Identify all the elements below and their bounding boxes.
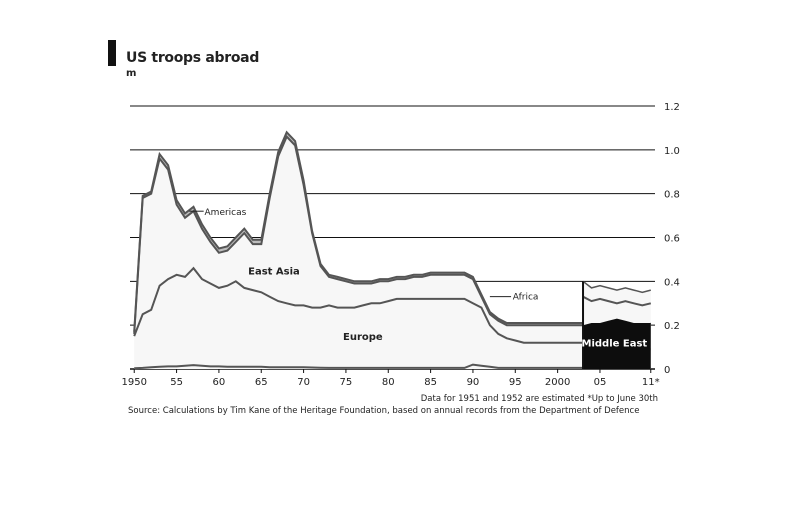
americas-label: Americas	[205, 208, 247, 218]
x-tick-label: 95	[509, 377, 522, 388]
y-tick-label: 1.0	[664, 146, 680, 157]
title-accent-bar	[108, 40, 116, 66]
series-line-europe	[133, 266, 651, 351]
x-tick-label: 85	[424, 377, 437, 388]
chart-source: Source: Calculations by Tim Kane of the …	[128, 406, 640, 416]
series-line-americas	[133, 130, 651, 332]
chart-note: Data for 1951 and 1952 are estimated *Up…	[420, 394, 658, 404]
area-fill	[134, 132, 651, 369]
x-tick-label: 80	[382, 377, 395, 388]
x-tick-label: 60	[213, 377, 226, 388]
africa-label: Africa	[513, 293, 539, 303]
y-tick-label: 0.2	[664, 321, 680, 332]
chart-title: US troops abroad	[126, 50, 260, 66]
middle-east-label: Middle East	[582, 339, 648, 350]
x-tick-label: 55	[170, 377, 183, 388]
europe-label: Europe	[343, 332, 383, 343]
x-tick-label: 70	[297, 377, 310, 388]
x-tick-label: 11*	[642, 377, 660, 388]
series-line-east-asia	[133, 134, 651, 334]
series-line-africa	[134, 363, 651, 370]
y-tick-label: 1.2	[664, 102, 680, 113]
series-line-recent-top	[582, 280, 651, 294]
x-tick-label: 2000	[545, 377, 570, 388]
east-asia-label: East Asia	[248, 266, 300, 277]
series-line-recent-mid	[582, 295, 652, 307]
y-tick-label: 0.8	[664, 190, 680, 201]
x-tick-label: 05	[594, 377, 607, 388]
x-axis: 1950 55 60 65 70 75 80 85 90 95 2000 05 11*	[122, 369, 660, 388]
series-area-middle-east	[583, 318, 651, 369]
unit-label: m	[126, 68, 137, 79]
x-tick-label: 75	[340, 377, 353, 388]
y-tick-label: 0	[664, 365, 670, 376]
x-tick-label: 65	[255, 377, 268, 388]
y-tick-label: 0.6	[664, 234, 680, 245]
y-tick-label: 0.4	[664, 277, 680, 288]
x-tick-label: 90	[467, 377, 480, 388]
x-tick-label: 1950	[122, 377, 147, 388]
